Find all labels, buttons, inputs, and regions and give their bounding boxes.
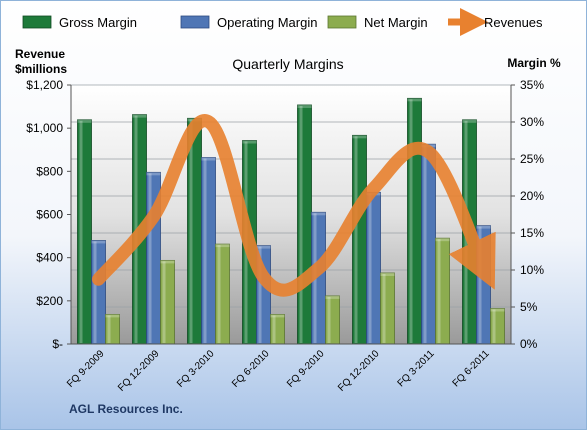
- bar-operating-margin-fq-12-2010: [366, 191, 381, 345]
- bar-operating-margin-fq-3-2011: [421, 143, 436, 345]
- right-tick-label: 25%: [520, 152, 544, 166]
- left-axis-label-line2: $millions: [15, 62, 67, 76]
- left-tick-label: $600: [36, 208, 63, 222]
- bar-cap: [490, 308, 505, 312]
- left-tick-label: $400: [36, 251, 63, 265]
- bar-net-margin-fq-12-2009: [160, 259, 175, 345]
- bar-cap: [105, 314, 120, 318]
- left-tick-label: $800: [36, 164, 63, 178]
- bar-cap: [160, 260, 175, 264]
- bar-net-margin-fq-9-2010: [325, 295, 340, 345]
- bar-gross-margin-fq-12-2010: [352, 134, 367, 345]
- bar-cap: [380, 272, 395, 276]
- legend-swatch-net-margin: [327, 15, 357, 29]
- x-tick-label-fq-6-2011: FQ 6-2011: [451, 348, 492, 389]
- x-tick-label-fq-9-2009: FQ 9-2009: [65, 348, 107, 390]
- right-tick-label: 15%: [520, 226, 544, 240]
- bar-highlight: [203, 158, 207, 343]
- right-tick-label: 5%: [520, 300, 538, 314]
- bar-cap: [132, 114, 147, 118]
- x-tick-label-fq-9-2010: FQ 9-2010: [285, 348, 327, 390]
- company-label: AGL Resources Inc.: [69, 402, 183, 416]
- chart-title: Quarterly Margins: [232, 56, 343, 72]
- bar-cap: [311, 212, 326, 216]
- bar-net-margin-fq-3-2011: [435, 237, 450, 345]
- x-tick-label-fq-12-2009: FQ 12-2009: [116, 348, 162, 394]
- right-tick-label: 0%: [520, 337, 538, 351]
- bar-highlight: [272, 315, 276, 343]
- bar-operating-margin-fq-3-2010: [201, 157, 216, 345]
- bar-cap: [201, 157, 216, 161]
- left-axis-label-line1: Revenue: [15, 47, 65, 61]
- bar-net-margin-fq-9-2009: [105, 313, 120, 345]
- x-tick-label-fq-3-2010: FQ 3-2010: [175, 348, 217, 390]
- bar-cap: [407, 98, 422, 102]
- bar-net-margin-fq-6-2011: [490, 308, 505, 345]
- bar-net-margin-fq-6-2010: [270, 313, 285, 345]
- bar-cap: [462, 119, 477, 123]
- right-tick-label: 30%: [520, 115, 544, 129]
- bar-highlight: [107, 315, 111, 343]
- bar-highlight: [299, 105, 303, 343]
- legend-label-net-margin: Net Margin: [364, 15, 428, 30]
- bar-gross-margin-fq-9-2010: [297, 104, 312, 345]
- left-tick-label: $1,000: [26, 121, 63, 135]
- bar-highlight: [409, 99, 413, 343]
- legend-item-net-margin: Net Margin: [327, 15, 428, 30]
- legend-label-operating-margin: Operating Margin: [217, 15, 317, 30]
- bar-cap: [242, 140, 257, 144]
- bar-highlight: [217, 245, 221, 343]
- legend-item-gross-margin: Gross Margin: [22, 15, 137, 30]
- legend-swatch-gross-margin: [22, 15, 52, 29]
- left-tick-label: $200: [36, 294, 63, 308]
- bar-gross-margin-fq-3-2010: [187, 117, 202, 345]
- revenues-line: [92, 114, 496, 297]
- bar-cap: [476, 225, 491, 229]
- bar-cap: [352, 135, 367, 139]
- left-tick-label: $1,200: [26, 78, 63, 92]
- bar-net-margin-fq-3-2010: [215, 243, 230, 345]
- bar-cap: [297, 104, 312, 108]
- left-tick-label: $-: [52, 337, 63, 351]
- legend-swatch-operating-margin: [180, 15, 210, 29]
- bar-highlight: [327, 296, 331, 343]
- bar-cap: [146, 172, 161, 176]
- right-tick-label: 20%: [520, 189, 544, 203]
- bar-gross-margin-fq-3-2011: [407, 97, 422, 345]
- legend-label-gross-margin: Gross Margin: [59, 15, 137, 30]
- bar-cap: [77, 119, 92, 123]
- right-axis-label: Margin %: [507, 56, 561, 70]
- bar-highlight: [93, 241, 97, 343]
- bar-cap: [256, 245, 271, 249]
- bar-highlight: [162, 261, 166, 343]
- bar-highlight: [492, 309, 496, 343]
- x-tick-label-fq-3-2011: FQ 3-2011: [396, 348, 437, 389]
- bar-cap: [435, 238, 450, 242]
- bar-gross-margin-fq-9-2009: [77, 119, 92, 345]
- bar-cap: [215, 244, 230, 248]
- bar-highlight: [437, 239, 441, 343]
- bar-highlight: [382, 273, 386, 343]
- bar-cap: [270, 314, 285, 318]
- bar-net-margin-fq-12-2010: [380, 272, 395, 345]
- x-tick-label-fq-6-2010: FQ 6-2010: [230, 348, 272, 390]
- legend-item-operating-margin: Operating Margin: [180, 15, 317, 30]
- bar-highlight: [189, 119, 193, 343]
- bar-cap: [91, 240, 106, 244]
- bar-operating-margin-fq-9-2009: [91, 239, 106, 345]
- bar-highlight: [368, 193, 372, 343]
- x-tick-label-fq-12-2010: FQ 12-2010: [336, 348, 382, 394]
- bar-highlight: [423, 145, 427, 343]
- bar-highlight: [148, 173, 152, 343]
- right-tick-label: 10%: [520, 263, 544, 277]
- legend-item-revenues: Revenues: [448, 8, 543, 36]
- bar-cap: [325, 295, 340, 299]
- bar-highlight: [354, 136, 358, 343]
- legend-label-revenues: Revenues: [484, 15, 543, 30]
- bar-highlight: [79, 120, 83, 343]
- bar-highlight: [258, 246, 262, 343]
- right-tick-label: 35%: [520, 78, 544, 92]
